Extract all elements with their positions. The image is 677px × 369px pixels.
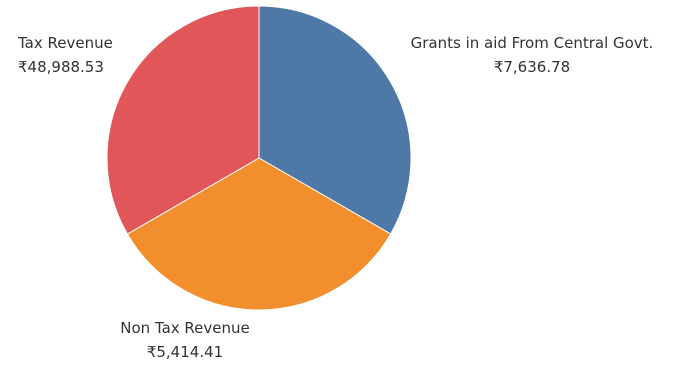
slice-label-non-tax: Non Tax Revenue ₹5,414.41 <box>120 319 250 361</box>
slice-label-non-tax-value: ₹5,414.41 <box>147 343 223 361</box>
slice-label-grants-value: ₹7,636.78 <box>494 58 570 76</box>
pie-slice-tax[interactable] <box>106 5 260 235</box>
pie-slice-grants[interactable] <box>258 5 412 235</box>
slice-label-non-tax-name: Non Tax Revenue <box>120 319 250 337</box>
slice-label-grants-name: Grants in aid From Central Govt. <box>411 34 654 52</box>
slice-label-tax-name: Tax Revenue <box>17 34 113 52</box>
slice-label-tax-value: ₹48,988.53 <box>18 58 104 76</box>
slice-label-grants: Grants in aid From Central Govt. ₹7,636.… <box>411 34 654 76</box>
slice-label-tax: Tax Revenue ₹48,988.53 <box>17 34 113 76</box>
pie-slice-non-tax[interactable] <box>126 157 392 311</box>
pie-slices <box>106 5 412 311</box>
